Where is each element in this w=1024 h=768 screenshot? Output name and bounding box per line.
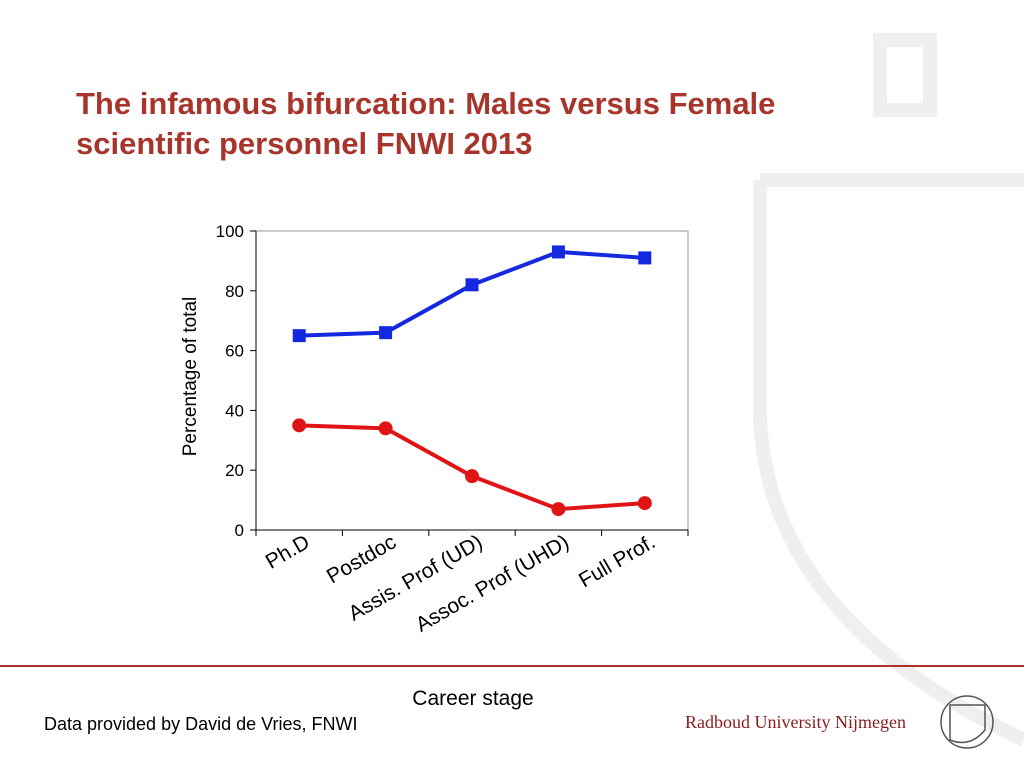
marker [638,251,652,265]
marker [292,418,307,433]
y-tick-label: 0 [235,521,244,540]
marker [379,326,393,340]
series-line [299,423,645,512]
y-axis-title: Percentage of total [180,297,201,457]
logo-shield [949,704,986,744]
x-tick-label: Full Prof. [575,530,659,592]
marker [637,496,652,511]
x-tick-label: Ph.D [262,530,314,573]
marker [292,329,306,343]
y-tick-label: 100 [216,222,244,241]
logo [940,695,994,749]
plot-frame [256,230,689,530]
chart-title: The infamous bifurcation: Males versus F… [76,86,776,161]
x-tick-label: Assoc. Prof (UHD) [412,530,573,636]
marker [551,502,566,517]
marker [551,245,565,259]
x-axis-title: Career stage [412,687,533,710]
marker [465,278,479,292]
marker [378,421,393,436]
institution: Radboud University Nijmegen [685,712,906,732]
watermark-cross [873,33,937,117]
watermark-shield [753,173,1024,747]
y-tick-label: 80 [225,282,244,301]
watermark [753,33,1024,747]
footer-note: Data provided by David de Vries, FNWI [44,714,358,734]
y-tick-label: 40 [225,401,244,420]
y-tick-label: 20 [225,461,244,480]
marker [465,469,479,484]
logo-ring [940,695,994,749]
y-tick-label: 60 [225,342,244,361]
series-line [299,249,645,338]
